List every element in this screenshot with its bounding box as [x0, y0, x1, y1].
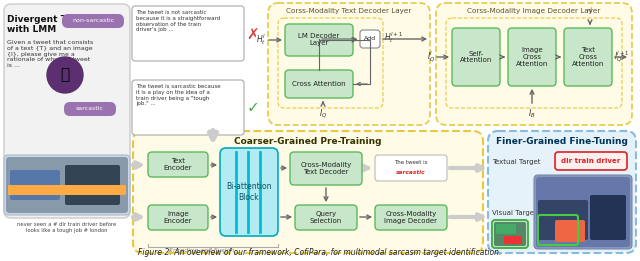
FancyBboxPatch shape — [285, 24, 353, 56]
Text: Visual Target: Visual Target — [492, 210, 537, 216]
Text: Given a tweet that consists
of a text {T} and an image
{I}, please give me a
rat: Given a tweet that consists of a text {T… — [7, 40, 93, 68]
FancyBboxPatch shape — [65, 165, 120, 205]
Text: Corss-Modality Image Decoder Layer: Corss-Modality Image Decoder Layer — [467, 8, 601, 14]
Text: non-sarcastic: non-sarcastic — [72, 19, 114, 23]
FancyBboxPatch shape — [295, 205, 357, 230]
Text: Encoding and Fusion: Encoding and Fusion — [170, 248, 235, 253]
FancyBboxPatch shape — [64, 102, 116, 116]
FancyBboxPatch shape — [494, 222, 526, 246]
Text: sarcastic: sarcastic — [396, 170, 426, 175]
Text: Text
Cross
Attention: Text Cross Attention — [572, 47, 604, 67]
FancyBboxPatch shape — [555, 220, 585, 242]
Text: $I_Q^l$: $I_Q^l$ — [427, 49, 435, 65]
FancyBboxPatch shape — [4, 4, 130, 218]
Text: Text
Encoder: Text Encoder — [164, 158, 192, 171]
FancyBboxPatch shape — [62, 14, 124, 28]
FancyBboxPatch shape — [492, 220, 528, 248]
Text: Add: Add — [364, 37, 376, 41]
Text: The tweet is: The tweet is — [394, 161, 428, 165]
FancyBboxPatch shape — [538, 200, 588, 240]
Text: Bi-attention
Block: Bi-attention Block — [227, 182, 272, 202]
FancyBboxPatch shape — [133, 131, 483, 253]
Text: $I_Q^{l+1}$: $I_Q^{l+1}$ — [614, 49, 630, 65]
FancyBboxPatch shape — [375, 205, 447, 230]
Text: Image
Cross
Attention: Image Cross Attention — [516, 47, 548, 67]
Text: Coarser-Grained Pre-Training: Coarser-Grained Pre-Training — [234, 137, 381, 146]
FancyBboxPatch shape — [132, 6, 244, 61]
FancyBboxPatch shape — [10, 170, 60, 200]
FancyBboxPatch shape — [375, 155, 447, 181]
Text: Query
Selection: Query Selection — [310, 211, 342, 224]
Text: Figure 2: An overview of our framework, CofiPara, for multimodal sarcasm target : Figure 2: An overview of our framework, … — [138, 248, 502, 257]
FancyBboxPatch shape — [6, 157, 128, 213]
Text: dlr train driver: dlr train driver — [561, 158, 621, 164]
FancyBboxPatch shape — [278, 18, 383, 108]
Text: Divergent Thinking
with LMM: Divergent Thinking with LMM — [7, 15, 105, 34]
Text: The tweet is not sarcastic
because it is a straightforward
observation of the tr: The tweet is not sarcastic because it is… — [136, 10, 220, 32]
FancyBboxPatch shape — [446, 18, 622, 108]
FancyBboxPatch shape — [590, 195, 626, 240]
FancyBboxPatch shape — [534, 175, 632, 249]
FancyBboxPatch shape — [4, 155, 130, 215]
FancyBboxPatch shape — [508, 28, 556, 86]
Text: Cross-Modality
Image Decoder: Cross-Modality Image Decoder — [385, 211, 438, 224]
Text: 💡: 💡 — [60, 68, 70, 82]
Text: ✗: ✗ — [246, 27, 259, 43]
FancyBboxPatch shape — [290, 152, 362, 185]
Text: Image
Encoder: Image Encoder — [164, 211, 192, 224]
Text: $I_Q$: $I_Q$ — [319, 107, 327, 120]
FancyBboxPatch shape — [360, 30, 380, 48]
Text: Finer-Grained Fine-Tuning: Finer-Grained Fine-Tuning — [496, 137, 628, 146]
Text: ✓: ✓ — [246, 100, 259, 116]
FancyBboxPatch shape — [132, 80, 244, 135]
Text: $H_t^{l+1}$: $H_t^{l+1}$ — [384, 31, 403, 45]
FancyBboxPatch shape — [536, 177, 630, 247]
FancyBboxPatch shape — [148, 152, 208, 177]
Text: $I_B$: $I_B$ — [528, 107, 536, 120]
FancyBboxPatch shape — [555, 152, 627, 170]
Text: $n_t^l$: $n_t^l$ — [586, 5, 594, 16]
Text: Self-
Attention: Self- Attention — [460, 50, 492, 63]
FancyBboxPatch shape — [564, 28, 612, 86]
FancyBboxPatch shape — [452, 28, 500, 86]
Text: Cross Attention: Cross Attention — [292, 81, 346, 87]
Circle shape — [47, 57, 83, 93]
Text: never seen a # dlr train driver before
looks like a tough job # london: never seen a # dlr train driver before l… — [17, 222, 116, 233]
Text: $H_t^l$: $H_t^l$ — [256, 33, 266, 48]
Text: Textual Target: Textual Target — [492, 159, 541, 165]
Text: Cross-Modality
Text Decoder: Cross-Modality Text Decoder — [300, 162, 351, 175]
FancyBboxPatch shape — [8, 185, 126, 195]
FancyBboxPatch shape — [496, 224, 516, 234]
FancyBboxPatch shape — [504, 236, 522, 244]
FancyBboxPatch shape — [268, 3, 430, 125]
FancyBboxPatch shape — [285, 70, 353, 98]
FancyBboxPatch shape — [148, 205, 208, 230]
Text: LM Decoder
Layer: LM Decoder Layer — [298, 33, 340, 46]
FancyBboxPatch shape — [488, 131, 636, 253]
Text: Corss-Modality Text Decoder Layer: Corss-Modality Text Decoder Layer — [286, 8, 412, 14]
FancyBboxPatch shape — [220, 148, 278, 236]
FancyBboxPatch shape — [436, 3, 632, 125]
Text: The tweet is sarcastic because
it is a play on the idea of a
train driver being : The tweet is sarcastic because it is a p… — [136, 84, 221, 106]
Text: sarcastic: sarcastic — [76, 106, 104, 111]
